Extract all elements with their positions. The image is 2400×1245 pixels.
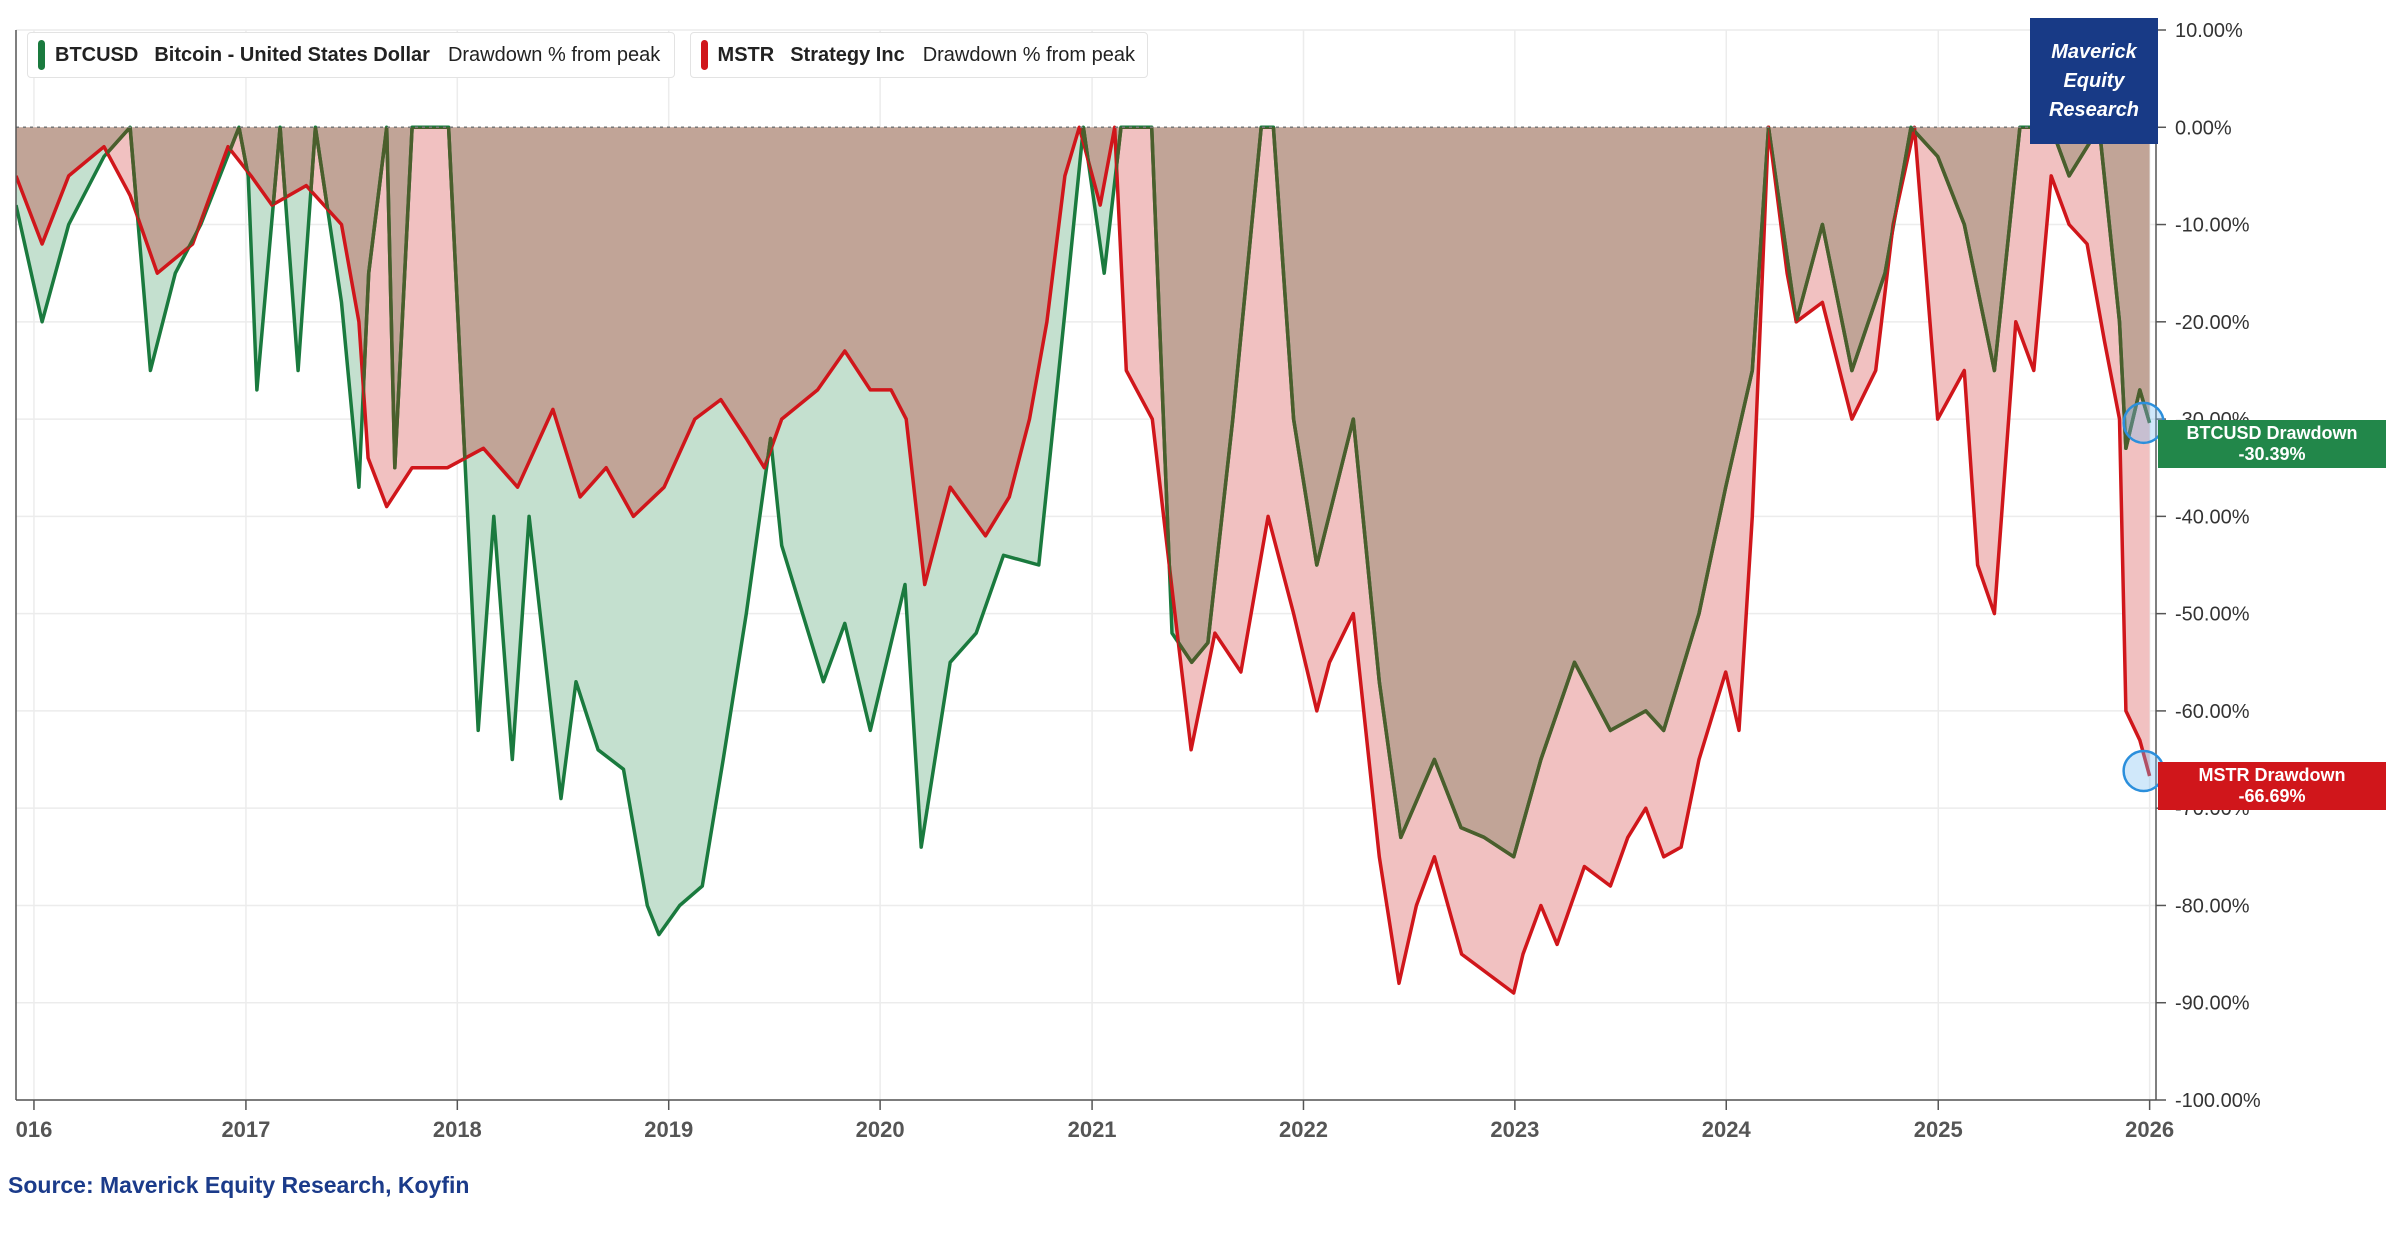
y-tick-label: -80.00% <box>2175 895 2250 917</box>
btcusd-end-label-value: -30.39% <box>2238 444 2306 464</box>
legend-swatch-mstr <box>701 40 708 70</box>
x-tick-label: 2024 <box>1702 1117 1752 1142</box>
y-tick-label: -20.00% <box>2175 312 2250 334</box>
brand-line-3: Research <box>2048 98 2140 121</box>
y-tick-label: -90.00% <box>2175 993 2250 1015</box>
legend-name-mstr: Strategy Inc <box>790 43 905 66</box>
mstr-end-label-value: -66.69% <box>2238 786 2306 806</box>
plot-area <box>16 125 2152 995</box>
x-tick-label: 2025 <box>1914 1117 1963 1142</box>
x-tick-label: 2022 <box>1279 1117 1328 1142</box>
x-tick-label: 2026 <box>2125 1117 2174 1142</box>
overlap-area <box>16 127 2150 935</box>
brand-line-2: Equity <box>2063 69 2125 92</box>
legend-symbol-btcusd: BTCUSD <box>55 43 139 66</box>
legend-item-btcusd[interactable]: BTCUSD Bitcoin - United States Dollar Dr… <box>27 32 675 78</box>
x-tick-label: 2018 <box>433 1117 482 1142</box>
btcusd-end-label: BTCUSD Drawdown -30.39% <box>2158 420 2386 468</box>
x-tick-label: 016 <box>16 1117 53 1142</box>
legend-name-btcusd: Bitcoin - United States Dollar <box>154 43 430 66</box>
x-tick-label: 2021 <box>1068 1117 1117 1142</box>
legend-metric-mstr: Drawdown % from peak <box>922 43 1135 66</box>
brand-line-1: Maverick <box>2051 40 2137 63</box>
mstr-line <box>16 125 2152 995</box>
y-tick-label: -10.00% <box>2175 215 2250 237</box>
y-tick-label: -60.00% <box>2175 701 2250 723</box>
x-tick-label: 2017 <box>221 1117 270 1142</box>
x-tick-label: 2020 <box>856 1117 905 1142</box>
y-tick-label: -40.00% <box>2175 506 2250 528</box>
y-tick-label: -100.00% <box>2175 1090 2261 1112</box>
y-tick-label: 0.00% <box>2175 117 2232 139</box>
legend-symbol-mstr: MSTR <box>717 43 775 66</box>
legend-swatch-btcusd <box>38 40 45 70</box>
legend-metric-btcusd: Drawdown % from peak <box>447 43 661 66</box>
y-tick-label: -50.00% <box>2175 604 2250 626</box>
brand-logo-box: Maverick Equity Research <box>2030 18 2158 144</box>
x-tick-label: 2023 <box>1490 1117 1539 1142</box>
legend-item-mstr[interactable]: MSTR Strategy Inc Drawdown % from peak <box>690 32 1148 78</box>
x-tick-label: 2019 <box>644 1117 693 1142</box>
mstr-end-label-title: MSTR Drawdown <box>2198 765 2346 785</box>
source-note: Source: Maverick Equity Research, Koyfin <box>8 1172 470 1198</box>
btcusd-end-label-title: BTCUSD Drawdown <box>2186 423 2358 443</box>
y-tick-label: 10.00% <box>2175 20 2243 42</box>
mstr-end-label: MSTR Drawdown -66.69% <box>2158 762 2386 810</box>
